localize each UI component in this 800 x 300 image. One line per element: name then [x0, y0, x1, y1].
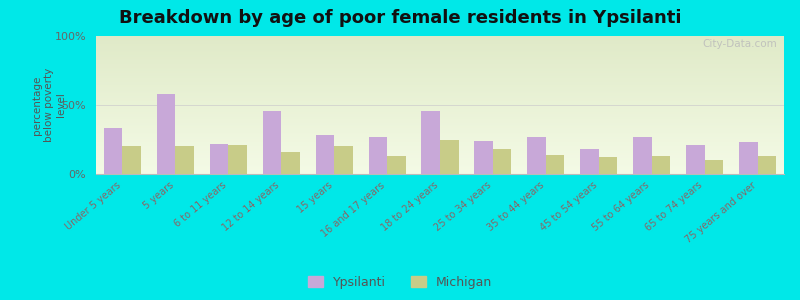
Text: Breakdown by age of poor female residents in Ypsilanti: Breakdown by age of poor female resident… — [118, 9, 682, 27]
Bar — [633, 137, 652, 174]
Bar — [493, 149, 511, 174]
Bar — [598, 158, 618, 174]
Bar — [175, 146, 194, 174]
Bar — [422, 110, 440, 174]
Text: City-Data.com: City-Data.com — [702, 39, 777, 49]
Bar — [262, 110, 282, 174]
Y-axis label: percentage
below poverty
level: percentage below poverty level — [33, 68, 66, 142]
Bar — [228, 145, 247, 174]
Bar — [282, 152, 300, 174]
Bar — [546, 155, 564, 174]
Bar — [580, 149, 598, 174]
Bar — [686, 145, 705, 174]
Bar — [527, 137, 546, 174]
Bar — [705, 160, 723, 174]
Bar — [334, 146, 353, 174]
Bar — [387, 156, 406, 174]
Bar — [210, 144, 228, 174]
Bar — [739, 142, 758, 174]
Bar — [122, 146, 141, 174]
Bar — [104, 128, 122, 174]
Legend: Ypsilanti, Michigan: Ypsilanti, Michigan — [303, 271, 497, 294]
Bar — [440, 140, 458, 174]
Bar — [652, 156, 670, 174]
Bar — [316, 135, 334, 174]
Bar — [157, 94, 175, 174]
Bar — [369, 137, 387, 174]
Bar — [758, 156, 776, 174]
Bar — [474, 141, 493, 174]
